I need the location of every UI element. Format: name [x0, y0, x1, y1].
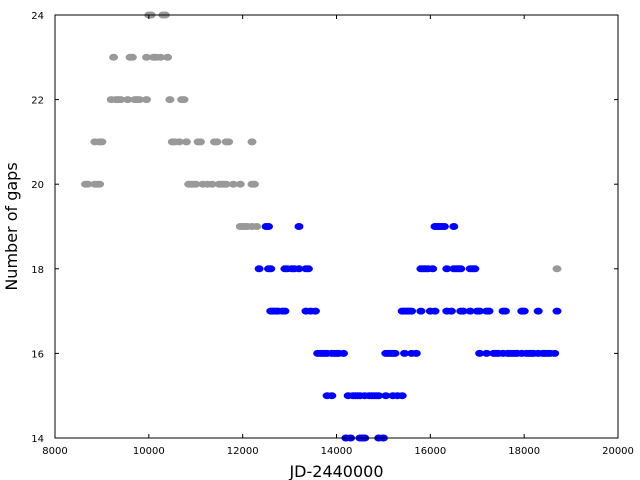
data-point-blue [381, 392, 391, 400]
data-point-blue [254, 265, 264, 273]
data-point-blue [400, 349, 409, 357]
data-point-gray [179, 96, 189, 104]
y-tick-label: 16 [31, 349, 44, 360]
data-point-gray [212, 138, 222, 146]
data-point-gray [235, 180, 245, 188]
x-tick-label: 18000 [508, 446, 540, 457]
y-tick-label: 24 [31, 11, 44, 22]
x-tick-label: 8000 [42, 446, 67, 457]
data-point-blue [390, 349, 400, 357]
data-point-gray [247, 138, 257, 146]
x-tick-label: 14000 [321, 446, 353, 457]
data-point-blue [339, 349, 348, 357]
data-point-blue [294, 265, 304, 273]
data-point-gray [181, 138, 191, 146]
data-point-gray [142, 96, 151, 104]
data-point-blue [294, 223, 304, 230]
data-point-gray [165, 96, 175, 104]
data-point-blue [439, 223, 449, 230]
data-point-gray [97, 138, 107, 146]
y-tick-label: 22 [31, 96, 44, 107]
axis-ticks: 8000 10000 12000 14000 16000 18000 20000 14 16 18… [31, 11, 634, 457]
data-point-blue [430, 307, 440, 315]
x-tick-label: 12000 [227, 446, 259, 457]
x-tick-label: 20000 [602, 446, 634, 457]
data-point-blue [449, 223, 459, 230]
data-point-blue [475, 349, 485, 357]
data-point-gray [228, 180, 238, 188]
data-point-blue [458, 307, 468, 315]
data-points [81, 11, 562, 442]
data-point-gray [123, 96, 133, 104]
data-point-gray [174, 138, 184, 146]
data-point-blue [550, 349, 560, 357]
data-point-blue [552, 307, 562, 315]
data-point-gray [224, 138, 234, 146]
y-tick-label: 14 [31, 434, 44, 445]
data-point-gray [552, 265, 562, 273]
data-point-gray [156, 53, 166, 61]
data-point-blue [266, 265, 276, 273]
data-point-gray [142, 53, 151, 61]
data-point-gray [95, 180, 105, 188]
data-point-blue [519, 307, 529, 315]
data-point-gray [134, 96, 144, 104]
data-point-blue [374, 392, 384, 400]
data-point-gray [207, 180, 217, 188]
data-point-blue [280, 307, 290, 315]
data-point-blue [456, 265, 466, 273]
x-tick-label: 16000 [414, 446, 446, 457]
data-point-blue [411, 349, 421, 357]
data-point-gray [191, 180, 201, 188]
data-point-blue [470, 265, 480, 273]
data-point-blue [327, 392, 337, 400]
data-point-blue [303, 265, 313, 273]
data-point-gray [249, 180, 259, 188]
data-point-blue [407, 307, 417, 315]
y-axis-title: Number of gaps [2, 162, 21, 290]
data-point-blue [500, 307, 510, 315]
data-point-blue [442, 265, 452, 273]
data-point-blue [475, 307, 485, 315]
data-point-blue [446, 307, 456, 315]
data-point-gray [163, 53, 173, 61]
y-tick-label: 18 [31, 265, 44, 276]
plot-area-frame [54, 14, 619, 439]
data-point-gray [221, 180, 231, 188]
data-point-blue [482, 349, 492, 357]
data-point-gray [116, 96, 126, 104]
data-point-blue [484, 307, 494, 315]
data-point-gray [127, 53, 137, 61]
x-axis-title: JD-2440000 [288, 462, 383, 480]
data-point-blue [264, 223, 273, 230]
y-tick-label: 20 [31, 180, 44, 191]
data-point-gray [83, 180, 93, 188]
data-point-blue [428, 265, 438, 273]
data-point-gray [252, 223, 262, 230]
data-point-gray [195, 138, 205, 146]
data-point-blue [397, 392, 407, 400]
x-tick-label: 10000 [133, 446, 165, 457]
data-point-blue [465, 307, 475, 315]
data-point-gray [109, 53, 119, 61]
data-point-blue [310, 307, 320, 315]
data-point-blue [416, 307, 426, 315]
data-point-blue [533, 307, 543, 315]
